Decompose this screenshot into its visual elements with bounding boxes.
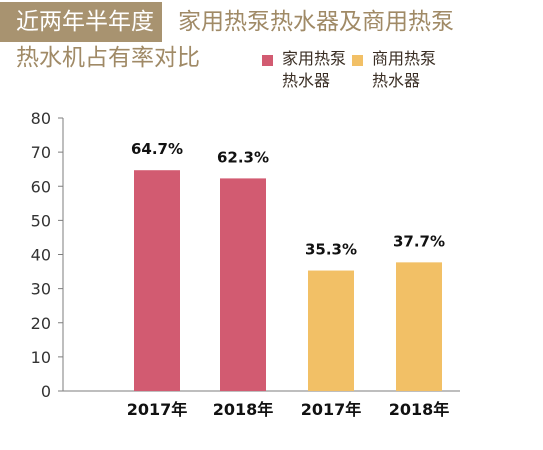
x-category-label: 2017年 [301,400,362,419]
x-category-label: 2018年 [389,400,450,419]
y-tick-label: 40 [31,246,51,265]
chart-title: 近两年半年度 家用热泵热水器及商用热泵 热水机占有率对比 [0,0,543,71]
title-line-1: 家用热泵热水器及商用热泵 [178,9,454,35]
bar-value-label: 64.7% [131,140,183,158]
bar-2 [220,178,266,391]
title-line-2: 热水机占有率对比 [16,45,200,71]
legend-swatch-household [262,55,273,66]
y-tick-label: 0 [41,382,51,401]
bar-value-label: 37.7% [393,232,445,250]
y-tick-label: 50 [31,211,51,230]
bar-1 [134,170,180,391]
legend-swatch-commercial [352,55,363,66]
y-tick-label: 30 [31,280,51,299]
bar-value-label: 62.3% [217,148,269,166]
y-tick-label: 80 [31,109,51,128]
bar-3 [308,270,354,391]
legend-label-household-line2: 热水器 [282,71,331,90]
bar-value-label: 35.3% [305,241,357,259]
bar-4 [396,262,442,391]
y-tick-label: 60 [31,177,51,196]
y-tick-label: 10 [31,348,51,367]
y-tick-label: 70 [31,143,51,162]
title-highlight: 近两年半年度 [0,2,162,42]
legend-label-commercial-line1: 商用热泵 [372,49,437,68]
legend-label-household-line1: 家用热泵 [282,49,347,68]
x-category-label: 2018年 [213,400,274,419]
legend-label-commercial-line2: 热水器 [372,71,421,90]
x-category-label: 2017年 [127,400,188,419]
y-tick-label: 20 [31,314,51,333]
